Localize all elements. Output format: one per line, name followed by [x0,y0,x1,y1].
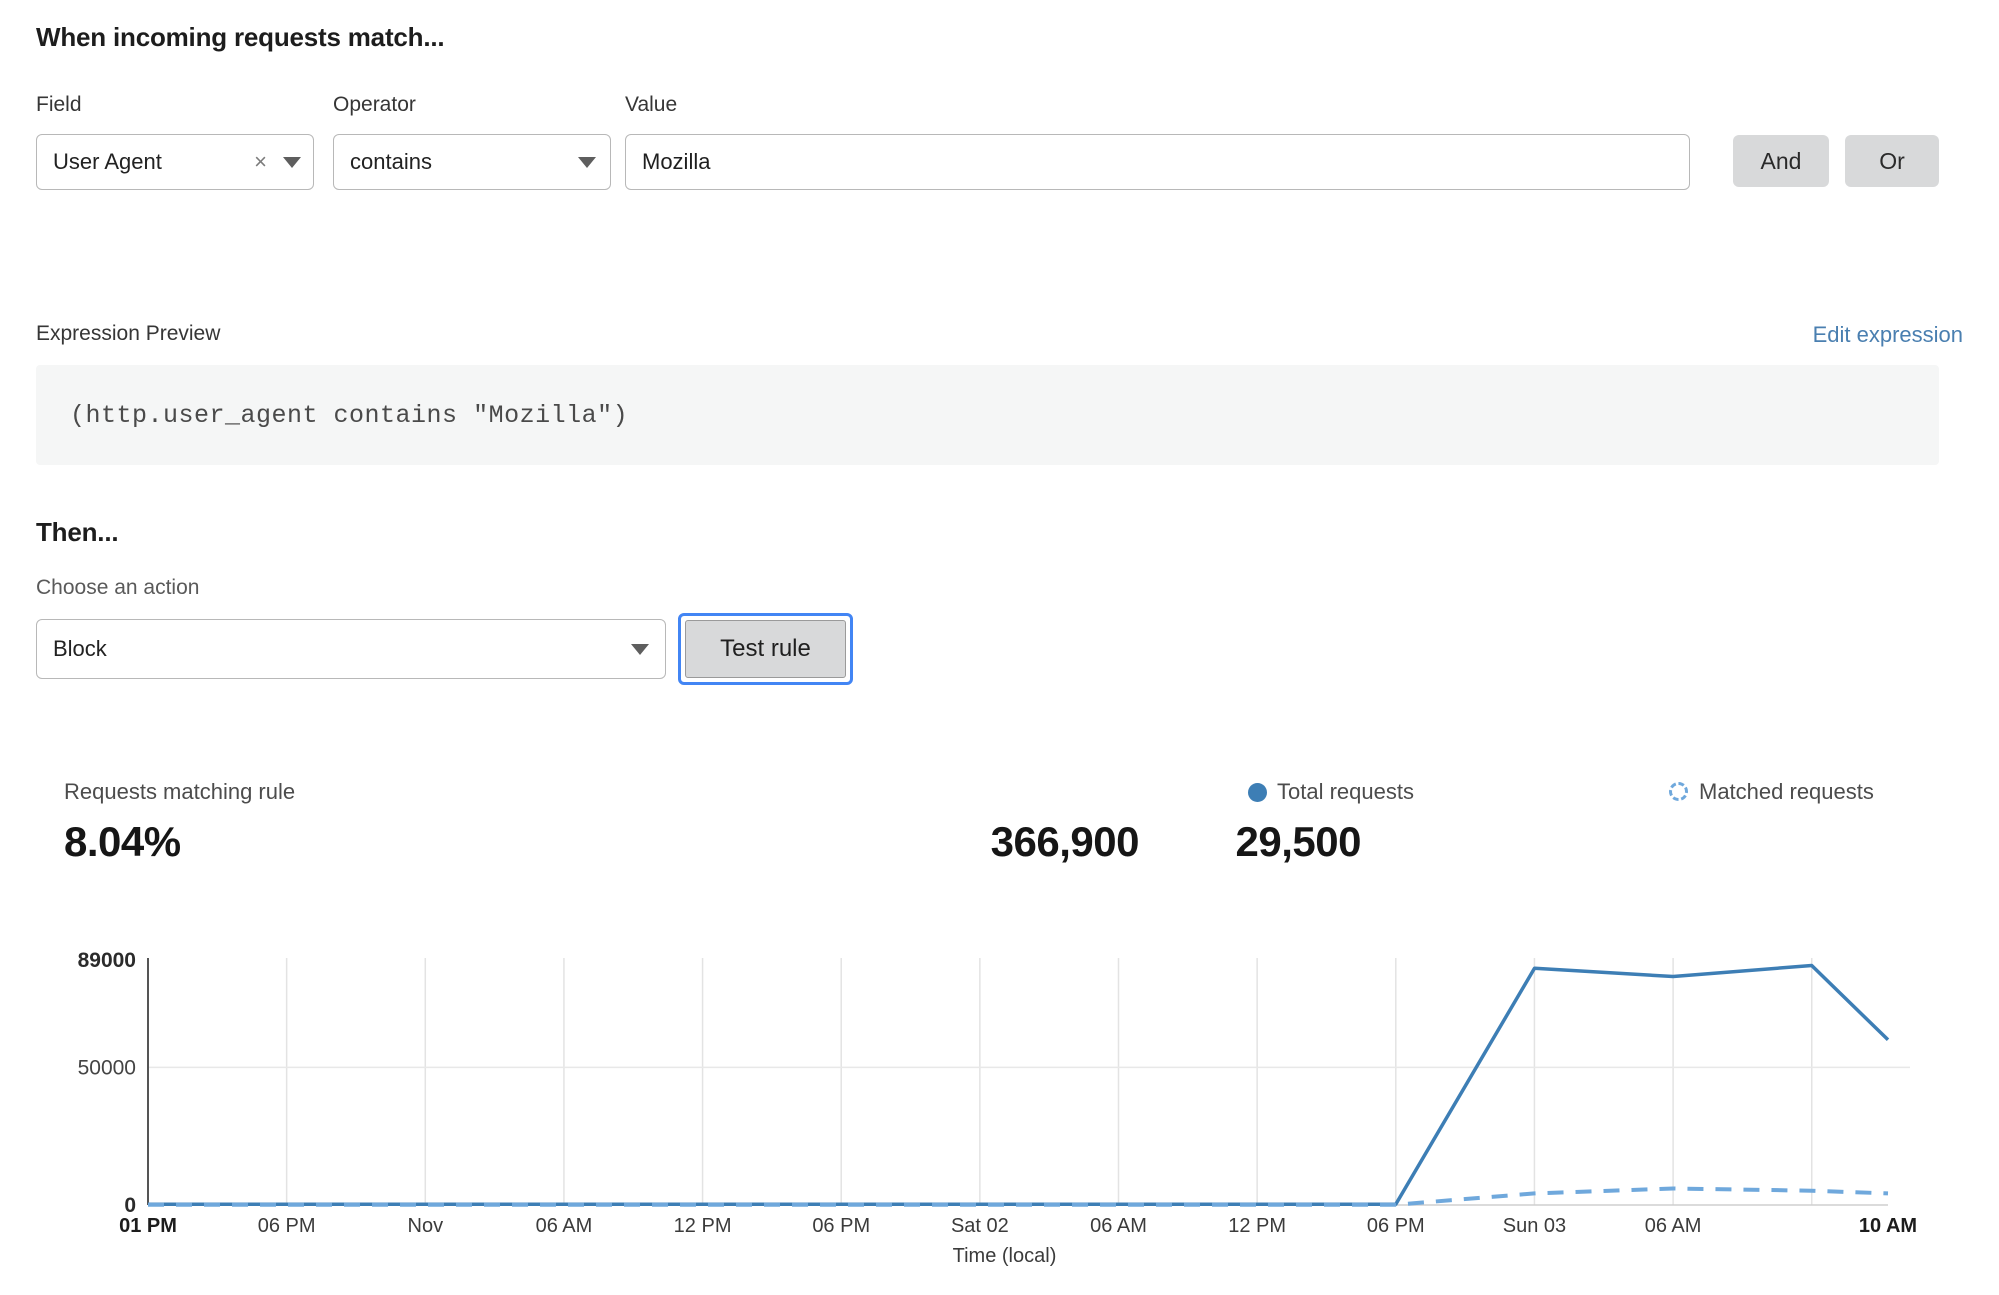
or-button[interactable]: Or [1845,135,1939,187]
test-rule-button[interactable]: Test rule [685,620,846,678]
chart-x-axis-title-text: Time (local) [952,1245,1057,1267]
field-select[interactable]: User Agent × [36,134,314,190]
operator-label: Operator [333,93,416,116]
chart-x-tick: 01 PM [119,1215,177,1237]
expression-preview-box: (http.user_agent contains "Mozilla") [36,365,1939,465]
chart-x-tick: 06 PM [1367,1215,1425,1237]
chart-x-tick: 12 PM [674,1215,732,1237]
chevron-down-icon[interactable] [631,643,649,655]
then-section-title: Then... [36,517,119,547]
test-rule-focus-ring: Test rule [678,613,853,685]
expression-preview-text: (http.user_agent contains "Mozilla") [70,400,629,430]
when-section-title: When incoming requests match... [36,22,445,52]
chevron-down-icon[interactable] [283,156,301,168]
choose-action-label: Choose an action [36,576,200,599]
field-select-value: User Agent [53,149,162,174]
value-label: Value [625,93,678,116]
action-select-value: Block [53,636,107,661]
total-requests-value: 366,900 [990,818,1140,865]
chart-y-tick: 0 [124,1194,136,1217]
chart-x-axis-title: Time (local) [0,1245,1999,1268]
matched-requests-legend-ring-icon [1669,782,1688,801]
chart-y-tick: 89000 [78,949,136,972]
chart-series-dashed [148,1186,1889,1207]
total-requests-label: Total requests [1277,779,1414,804]
requests-timeseries-chart: 0 50000 89000 01 PM 06 PM Nov 06 AM 12 PM 06 PM… [78,949,1917,1237]
chart-vertical-gridlines [285,958,1813,1205]
chart-y-tick: 50000 [78,1056,136,1079]
chart-series-solid [148,963,1890,1206]
chart-x-tick: 06 PM [812,1215,870,1237]
expression-preview-label: Expression Preview [36,322,221,345]
chart-y-tick-labels: 0 50000 89000 [78,949,136,1217]
chart-x-tick: Sun 03 [1503,1215,1566,1237]
chart-x-tick: 06 AM [1645,1215,1702,1237]
field-label: Field [36,93,82,116]
chart-x-tick: 12 PM [1228,1215,1286,1237]
value-input[interactable]: Mozilla [625,134,1690,190]
chart-x-tick: 06 AM [536,1215,593,1237]
edit-expression-link[interactable]: Edit expression [1812,322,1963,347]
clear-icon[interactable]: × [254,149,267,174]
chart-x-tick-labels: 01 PM 06 PM Nov 06 AM 12 PM 06 PM Sat 02 06 AM 1… [119,1215,1917,1237]
chart-series-layer [148,963,1890,1207]
total-requests-legend-dot-icon [1248,783,1267,802]
chart-x-tick: 06 PM [258,1215,316,1237]
matched-requests-label: Matched requests [1699,779,1874,804]
chart-x-tick: Sat 02 [951,1215,1009,1237]
chart-x-tick: 06 AM [1090,1215,1147,1237]
action-select[interactable]: Block [36,619,666,679]
chevron-down-icon[interactable] [578,156,596,168]
chart-x-tick: Nov [408,1215,444,1237]
requests-matching-rule-value: 8.04% [64,818,181,865]
requests-matching-rule-label: Requests matching rule [64,779,296,804]
chart-x-tick: 10 AM [1859,1215,1917,1237]
operator-select-value: contains [350,149,432,174]
operator-select[interactable]: contains [333,134,611,190]
matched-requests-value: 29,500 [1235,818,1362,865]
and-button[interactable]: And [1733,135,1829,187]
value-input-text: Mozilla [642,149,711,174]
